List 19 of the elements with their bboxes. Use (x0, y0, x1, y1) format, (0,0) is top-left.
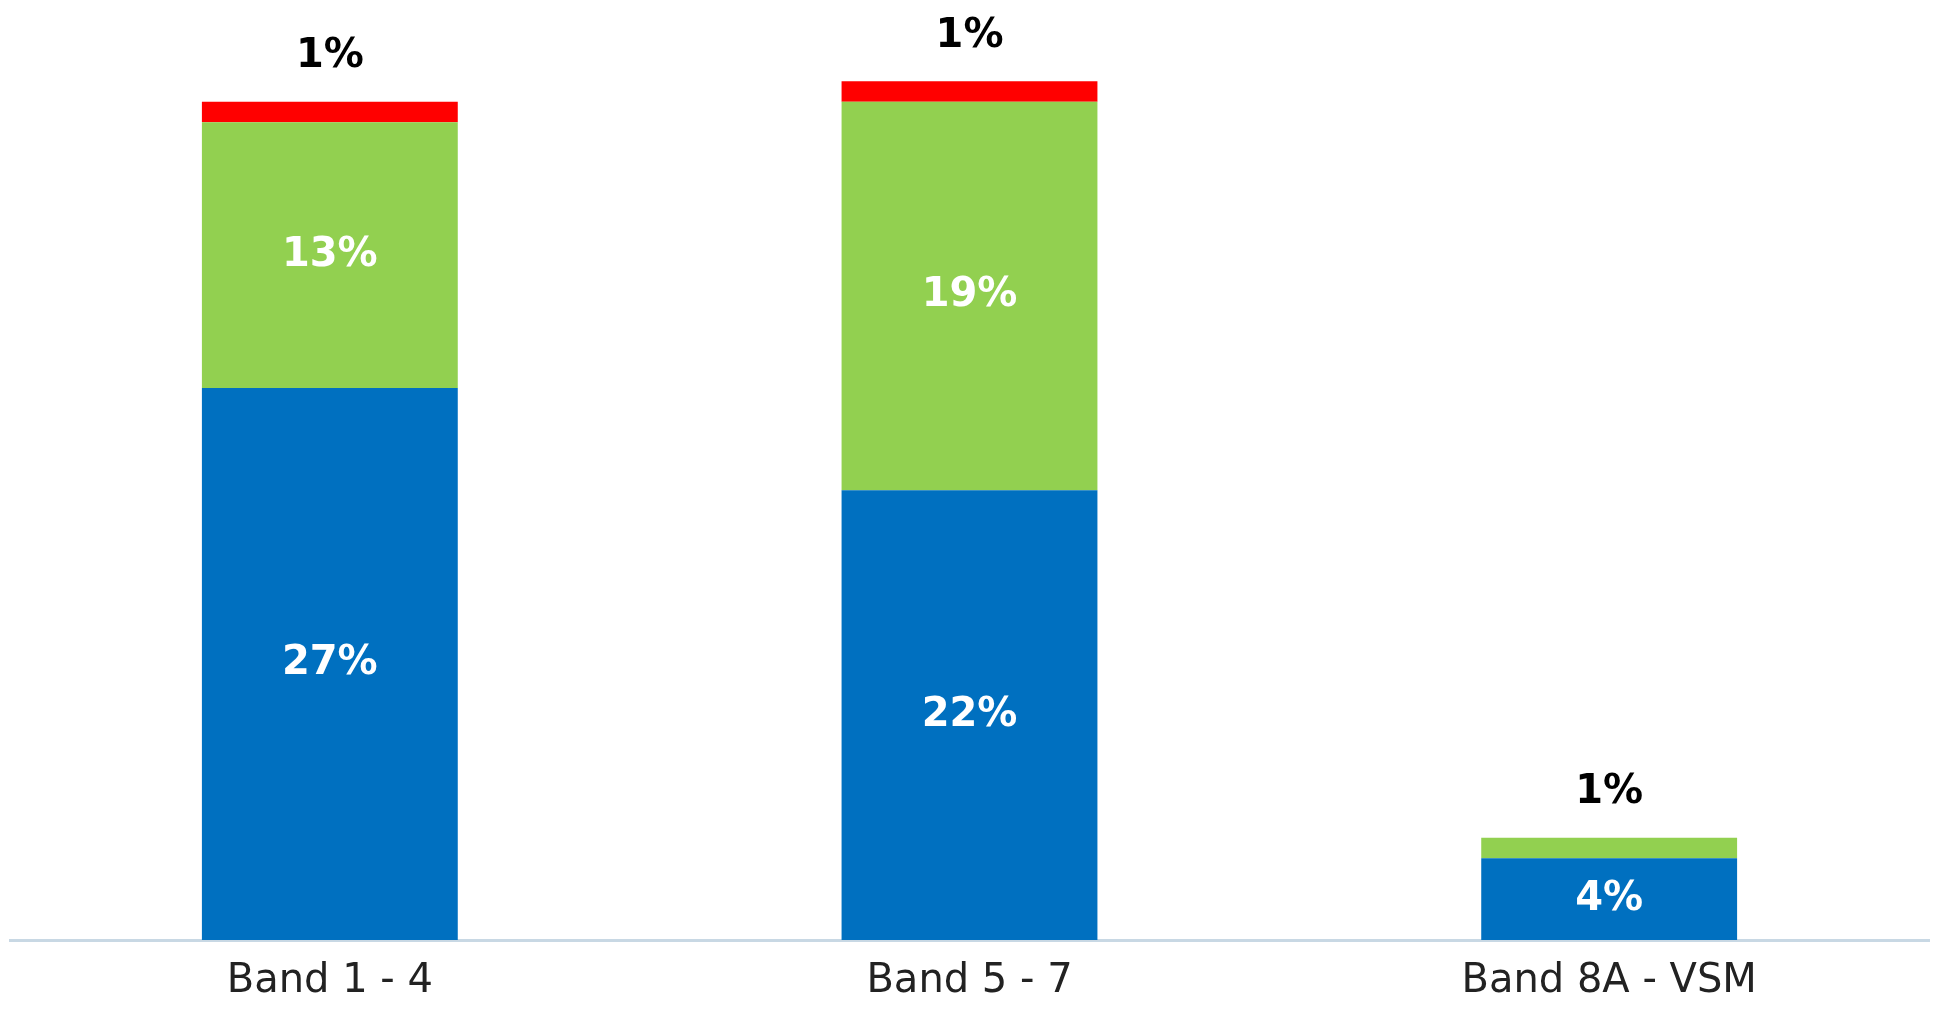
bar (201, 101, 458, 123)
data-label: 4% (1575, 872, 1644, 919)
bar (1481, 858, 1738, 940)
x-tick-label: Band 1 - 4 (226, 955, 433, 1002)
bar (1481, 837, 1738, 859)
data-label: 1% (295, 30, 364, 77)
bar (841, 490, 1098, 940)
data-label: 1% (1575, 766, 1644, 813)
data-label: 27% (281, 637, 378, 684)
data-label: 22% (921, 688, 1018, 735)
bar (201, 388, 458, 940)
bar (201, 122, 458, 388)
bar (841, 81, 1098, 102)
data-label: 1% (935, 9, 1004, 56)
x-tick-label: Band 5 - 7 (866, 955, 1073, 1002)
data-label: 13% (281, 228, 378, 275)
bar (841, 101, 1098, 491)
x-tick-label: Band 8A - VSM (1461, 955, 1757, 1002)
data-label: 19% (921, 269, 1018, 316)
